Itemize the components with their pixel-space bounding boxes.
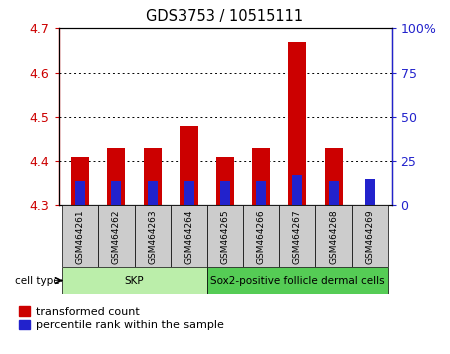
Bar xyxy=(144,148,162,205)
Legend: transformed count, percentile rank within the sample: transformed count, percentile rank withi… xyxy=(19,307,224,330)
Title: GDS3753 / 10515111: GDS3753 / 10515111 xyxy=(146,9,304,24)
Bar xyxy=(288,41,306,205)
Bar xyxy=(135,205,171,267)
Bar xyxy=(216,156,234,205)
Text: GSM464265: GSM464265 xyxy=(220,209,230,264)
Bar xyxy=(292,175,302,205)
Text: GSM464266: GSM464266 xyxy=(256,209,266,264)
Bar xyxy=(207,205,243,267)
Text: SKP: SKP xyxy=(125,275,144,286)
Bar xyxy=(62,205,98,267)
Bar xyxy=(112,181,122,205)
Text: GSM464267: GSM464267 xyxy=(293,209,302,264)
Text: Sox2-positive follicle dermal cells: Sox2-positive follicle dermal cells xyxy=(210,275,385,286)
Bar xyxy=(180,126,198,205)
Bar xyxy=(365,179,375,205)
Bar xyxy=(62,267,207,294)
Bar xyxy=(324,148,342,205)
Bar xyxy=(184,181,194,205)
Bar xyxy=(328,181,338,205)
Text: GSM464268: GSM464268 xyxy=(329,209,338,264)
Bar xyxy=(252,148,270,205)
Bar xyxy=(220,181,230,205)
Bar xyxy=(75,181,85,205)
Bar xyxy=(98,205,135,267)
Bar xyxy=(256,181,266,205)
Text: GSM464263: GSM464263 xyxy=(148,209,157,264)
Bar xyxy=(108,148,126,205)
Text: cell type: cell type xyxy=(14,275,59,286)
Bar xyxy=(148,181,157,205)
Text: GSM464262: GSM464262 xyxy=(112,209,121,263)
Bar xyxy=(352,205,388,267)
Bar xyxy=(315,205,352,267)
Text: GSM464261: GSM464261 xyxy=(76,209,85,264)
Bar xyxy=(207,267,388,294)
Text: GSM464264: GSM464264 xyxy=(184,209,194,263)
Bar xyxy=(171,205,207,267)
Text: GSM464269: GSM464269 xyxy=(365,209,374,264)
Bar xyxy=(71,156,89,205)
Bar xyxy=(279,205,315,267)
Bar xyxy=(243,205,279,267)
